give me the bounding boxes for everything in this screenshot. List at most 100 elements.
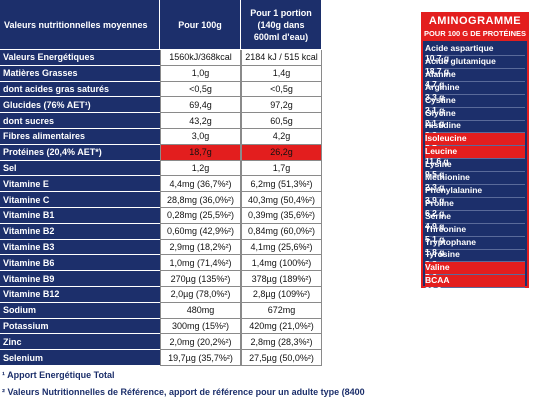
amino-value: 11,6 g (425, 156, 449, 167)
aminogram-subtitle: POUR 100 G DE PROTÉINES (423, 29, 527, 38)
amino-name: BCAA (425, 275, 450, 286)
row-value: 0,39mg (35,6%²) (241, 208, 322, 224)
amino-name: Histidine (425, 120, 461, 131)
row-value: 60,5g (241, 113, 322, 129)
row-label: Glucides (76% AET¹) (0, 97, 160, 114)
amino-value: 1,8 g (425, 246, 445, 257)
row-value: 26,2g (241, 144, 322, 161)
row-value: 0,60mg (42,9%²) (160, 223, 241, 240)
aminogram-row: Histidine2,3 g (425, 120, 525, 140)
row-label: Vitamine B1 (0, 208, 160, 224)
amino-value: 2,1 g (425, 117, 445, 128)
amino-value: 6,2 g (425, 207, 445, 218)
row-label: Vitamine E (0, 176, 160, 193)
aminogram-box: AMINOGRAMME POUR 100 G DE PROTÉINES Acid… (421, 12, 529, 295)
row-value: 69,4g (160, 97, 241, 114)
row-value: 2,0µg (78,0%²) (160, 287, 241, 303)
aminogram-row: Tryptophane 1,8 g (425, 237, 525, 257)
amino-value: 10,7 g (425, 53, 450, 63)
row-value: 300mg (15%²) (160, 318, 241, 335)
aminogram-row: Tyrosine3,8 g (425, 249, 525, 269)
row-value: 1,4g (241, 65, 322, 82)
aminogram-row: Méthionine 2,3 g (425, 172, 525, 192)
aminogram-row: Valine5,6 g (425, 262, 525, 282)
row-value: 43,2g (160, 113, 241, 129)
row-value: 40,3mg (50,4%²) (241, 192, 322, 208)
aminogram-row: Phénylalanine 3,9 g (425, 184, 525, 205)
row-value: 4,1mg (25,6%²) (241, 239, 322, 256)
amino-value: 22,9 g (425, 285, 450, 296)
amino-name: Proline (425, 197, 454, 208)
amino-name: Leucine (425, 146, 458, 157)
row-label: dont acides gras saturés (0, 81, 160, 98)
row-label: Vitamine B2 (0, 223, 160, 240)
row-label: Vitamine C (0, 192, 160, 208)
amino-value: 3,9 g (425, 194, 445, 205)
amino-name: Phénylalanine (425, 184, 483, 195)
header-cell: Pour 100g (160, 0, 241, 49)
amino-value: 9,5 g (425, 169, 445, 180)
row-label: Vitamine B9 (0, 271, 160, 287)
aminogram-row: Acide aspartique 10,7 g (425, 43, 525, 63)
row-value: 6,2mg (51,3%²) (241, 176, 322, 193)
amino-value: 5,1 g (425, 233, 445, 244)
amino-value: 4,9 g (425, 220, 445, 231)
amino-name: Acide aspartique (425, 43, 494, 53)
row-value: 27,5µg (50,0%²) (241, 350, 322, 366)
row-value: 2,8mg (28,3%²) (241, 334, 322, 351)
amino-name: Isoleucine (425, 133, 467, 144)
row-value: 2,9mg (18,2%²) (160, 239, 241, 256)
amino-value: 2,3 g (425, 182, 445, 192)
row-value: 18,7g (160, 144, 241, 161)
amino-name: Méthionine (425, 172, 470, 182)
row-value: 97,2g (241, 97, 322, 114)
row-label: Fibres alimentaires (0, 129, 160, 145)
header-cell: Valeurs nutritionnelles moyennes (0, 0, 160, 49)
aminogram-row: Proline 6,2 g (425, 197, 525, 218)
row-label: Sel (0, 160, 160, 177)
row-label: Valeurs Energétiques (0, 50, 160, 66)
row-value: 420mg (21,0%²) (241, 318, 322, 335)
row-value: 378µg (189%²) (241, 271, 322, 287)
row-value: <0,5g (160, 81, 241, 98)
row-value: 270µg (135%²) (160, 271, 241, 287)
row-label: Zinc (0, 334, 160, 351)
aminogram-row: Sérine 4,9 g (425, 211, 525, 231)
row-value: 0,28mg (25,5%²) (160, 208, 241, 224)
aminogram-row: Isoleucine5,7 g (425, 133, 525, 153)
row-value: 480mg (160, 302, 241, 319)
footnote: ¹ Apport Energétique Total (2, 370, 115, 380)
row-label: Potassium (0, 318, 160, 335)
row-value: 2184 kJ / 515 kcal (241, 50, 322, 66)
row-value: 1,4mg (100%²) (241, 255, 322, 272)
amino-value: 3,3 g (425, 91, 445, 102)
amino-name: Acide glutamique (425, 55, 496, 66)
row-label: Matières Grasses (0, 65, 160, 82)
amino-name: Glycine (425, 107, 456, 118)
aminogram-row: Leucine 11,6 g (425, 146, 525, 166)
row-value: 0,84mg (60,0%²) (241, 223, 322, 240)
row-value: 672mg (241, 302, 322, 319)
row-value: 2,0mg (20,2%²) (160, 334, 241, 351)
aminogram-row: BCAA 22,9 g (425, 275, 525, 295)
aminogram-row: Alanine 4,7 g (425, 69, 525, 89)
aminogram-row: Lysine 9,5 g (425, 159, 525, 179)
row-value: 19,7µg (35,7%²) (160, 350, 241, 366)
aminogram-row: Thréonine 5,1 g (425, 224, 525, 244)
row-label: Sodium (0, 302, 160, 319)
amino-value: 18,7 g (425, 65, 450, 76)
row-value: <0,5g (241, 81, 322, 98)
row-value: 3,0g (160, 129, 241, 145)
aminogram-header: AMINOGRAMME POUR 100 G DE PROTÉINES (423, 14, 527, 41)
row-label: Protéines (20,4% AET*) (0, 144, 160, 161)
row-label: Selenium (0, 350, 160, 366)
row-value: 1,7g (241, 160, 322, 177)
footnote: ² Valeurs Nutritionnelles de Référence, … (2, 387, 365, 397)
aminogram-row: Cystine 2,1 g (425, 95, 525, 115)
aminogram-title: AMINOGRAMME (428, 15, 522, 27)
aminogram-row: Arginine 3,3 g (425, 82, 525, 102)
aminogram-row: Acide glutamique 18,7 g (425, 55, 525, 76)
row-value: 1,2g (160, 160, 241, 177)
header-cell: Pour 1 portion (140g dans 600ml d'eau) (241, 0, 322, 49)
